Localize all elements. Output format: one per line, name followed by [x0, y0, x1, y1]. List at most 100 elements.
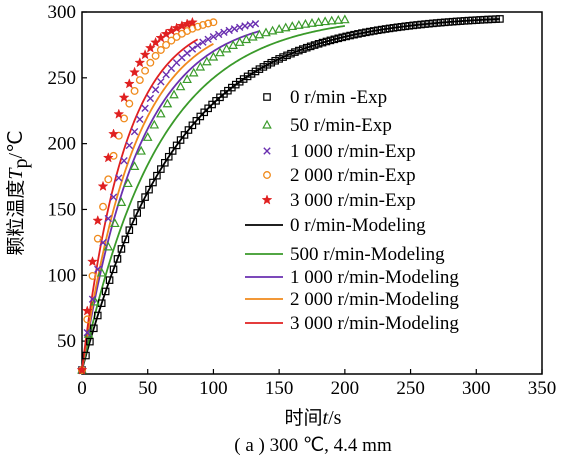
y-tick-label: 50 [57, 331, 76, 352]
axis-ticks: 0 50 100 150 200 250 300 350 50 100 150 200 250 300 [48, 2, 557, 399]
data-point [263, 60, 272, 69]
data-point [81, 305, 93, 316]
data-point [362, 28, 370, 37]
data-point [93, 311, 102, 320]
data-point [241, 22, 249, 30]
data-point [129, 161, 140, 170]
data-point [234, 37, 245, 46]
x-tick-label: 150 [265, 378, 294, 399]
data-point [164, 152, 173, 161]
y-tick-label: 250 [48, 68, 77, 89]
data-point [302, 43, 311, 52]
data-point [274, 23, 284, 33]
legend-label-6: 500 r/min-Modeling [290, 244, 445, 265]
data-point [151, 51, 160, 60]
x-axis-label-text: 时间 [285, 407, 323, 429]
data-point [199, 38, 207, 46]
legend-marker-1 [262, 119, 272, 129]
x-tick-label: 250 [396, 378, 425, 399]
data-point [167, 36, 176, 45]
data-point [109, 151, 118, 160]
data-point [101, 287, 110, 296]
data-point [161, 158, 169, 167]
legend-label-1: 50 r/min-Exp [290, 115, 392, 136]
data-point [283, 51, 291, 60]
data-point [175, 81, 186, 91]
data-point [136, 145, 146, 155]
data-point [440, 18, 449, 27]
legend-marker-2 [263, 147, 271, 155]
data-point [104, 214, 112, 223]
y-tick-label: 200 [48, 134, 77, 155]
data-point [99, 202, 107, 211]
data-point [300, 18, 311, 28]
y-tick-label: 300 [48, 2, 77, 23]
data-point [182, 74, 192, 84]
data-point [397, 22, 406, 31]
data-point [230, 25, 239, 33]
legend-label-9: 3 000 r/min-Modeling [290, 313, 459, 334]
data-point [188, 121, 197, 130]
x-axis-label-symbol: t [323, 407, 329, 429]
data-point [254, 29, 265, 39]
data-point [241, 34, 252, 44]
legend-label-5: 0 r/min-Modeling [290, 215, 426, 236]
data-point [214, 30, 223, 39]
data-point [125, 141, 134, 150]
data-point [275, 55, 283, 63]
data-point [90, 324, 98, 333]
data-point [259, 63, 268, 71]
data-point [313, 17, 324, 26]
data-point [108, 128, 119, 139]
data-point [326, 15, 337, 25]
data-point [338, 33, 347, 42]
data-point [320, 16, 330, 26]
x-axis-label-unit: /s [328, 407, 342, 429]
data-point [188, 67, 199, 77]
data-point [120, 114, 129, 123]
series-points-3 [78, 18, 218, 375]
data-point [156, 108, 166, 118]
data-point [168, 147, 177, 155]
legend: 0 r/min -Exp 50 r/min-Exp 1 000 r/min-Exp 2… [245, 87, 459, 334]
series-layer [76, 14, 504, 375]
data-point [236, 23, 244, 32]
data-point [125, 99, 134, 108]
series-points-2 [78, 20, 260, 374]
data-point [334, 34, 343, 43]
data-point [220, 28, 228, 37]
data-point [322, 37, 331, 46]
legend-marker-4 [261, 194, 273, 205]
data-point [135, 76, 144, 85]
legend-label-3: 2 000 r/min-Exp [290, 165, 416, 186]
data-point [92, 214, 104, 226]
data-point [413, 21, 421, 29]
data-point [102, 152, 114, 163]
data-point [209, 33, 218, 41]
data-point [105, 276, 114, 284]
data-point [129, 217, 138, 226]
data-point [134, 57, 146, 68]
series-points-4 [76, 16, 198, 375]
data-point [310, 41, 319, 49]
data-point [117, 245, 126, 253]
data-point [377, 25, 386, 34]
data-point [195, 61, 206, 71]
data-point [115, 174, 123, 182]
data-point [162, 98, 173, 108]
data-point [444, 18, 453, 26]
data-point [149, 119, 160, 129]
data-point [243, 72, 252, 81]
data-point [76, 364, 88, 375]
data-point [279, 53, 287, 61]
data-point [225, 26, 233, 35]
data-point [167, 64, 176, 73]
data-point [97, 180, 109, 191]
figure-caption: ( a ) 300 ℃, 4.4 mm [234, 435, 392, 456]
series-line-8 [81, 43, 214, 371]
data-point [251, 20, 260, 28]
data-point [354, 30, 362, 38]
data-point [186, 16, 198, 28]
series-line-9 [81, 38, 199, 371]
